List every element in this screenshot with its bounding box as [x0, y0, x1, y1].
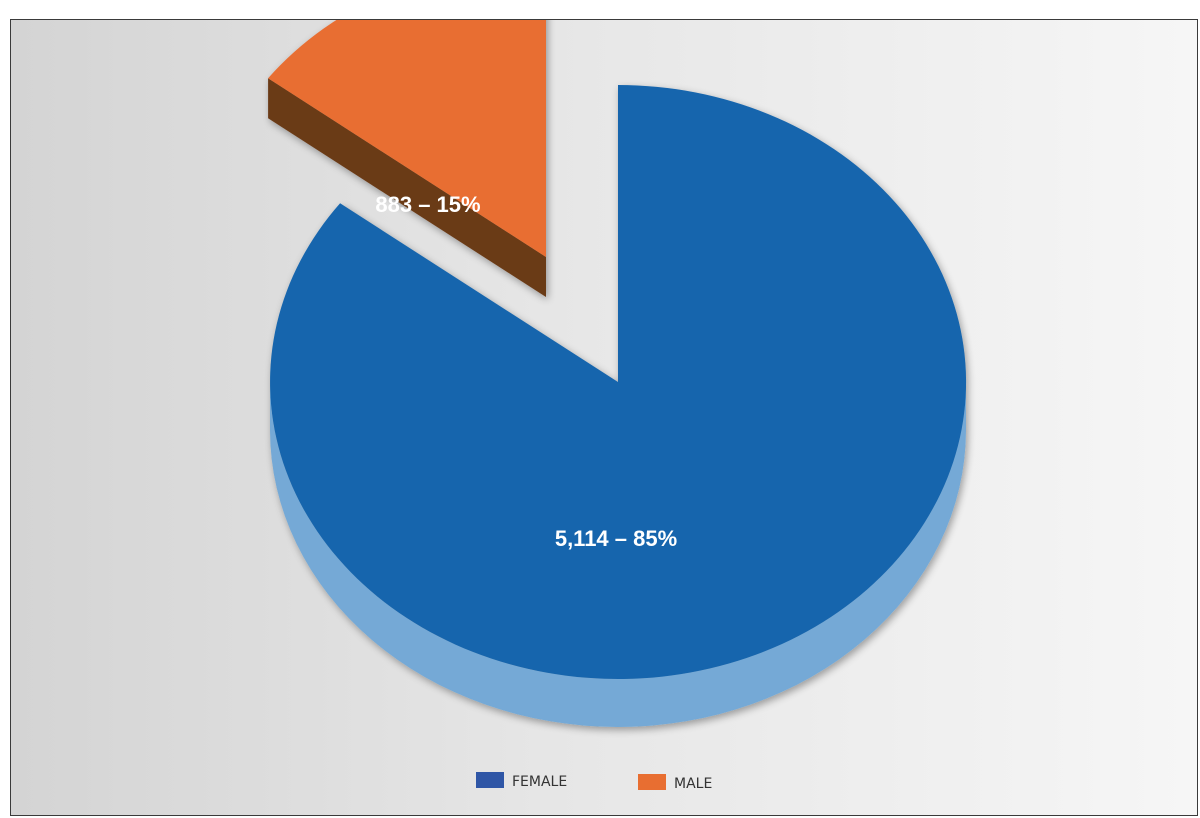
pie-slice-male-top	[268, 20, 546, 257]
pie-slice-male-side	[268, 78, 546, 297]
pie-chart: 5,114 – 85% 883 – 15% FEMALE MALE	[268, 20, 967, 792]
legend-label-male: MALE	[674, 776, 712, 792]
data-label-female: 5,114 – 85%	[555, 526, 677, 551]
pie-slice-female-top	[270, 85, 967, 679]
pie-slice-female	[270, 85, 967, 727]
chart-frame: 5,114 – 85% 883 – 15% FEMALE MALE	[10, 19, 1198, 816]
pie-slice-female-side	[270, 382, 966, 727]
data-label-male: 883 – 15%	[375, 192, 480, 217]
legend-swatch-male	[638, 774, 666, 790]
legend: FEMALE MALE	[476, 772, 712, 792]
legend-label-female: FEMALE	[512, 774, 567, 790]
legend-swatch-female	[476, 772, 504, 788]
pie-slice-male	[268, 20, 546, 297]
